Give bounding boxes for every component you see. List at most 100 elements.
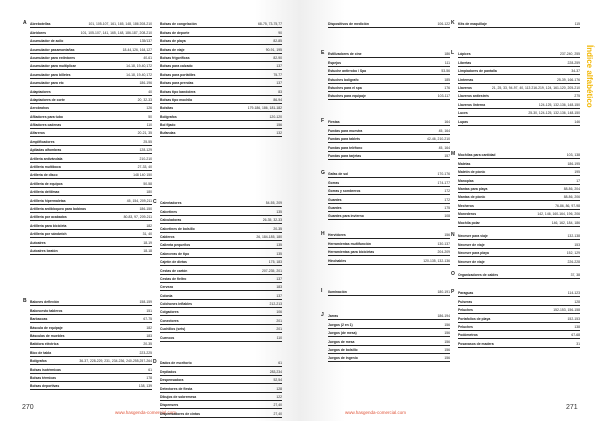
entry-term: Alfareros xyxy=(30,131,45,136)
entry-pages: 186-150 xyxy=(139,206,152,211)
entry-term: Artillería para bicicleta xyxy=(30,223,67,228)
entry-term: Dados de escritorio xyxy=(160,361,192,366)
entry-term: Baloncesto tableros xyxy=(30,308,63,313)
entry-term: Estuches para equipaje xyxy=(328,94,366,99)
entry-term: Limpiadores de pantalla xyxy=(458,69,497,74)
index-entry: Afiladores para tubo 50 xyxy=(30,112,152,121)
entry-pages: 201 xyxy=(276,327,282,332)
entry-term: Estilizadores de cine xyxy=(328,52,362,57)
entry-pages: 212-213 xyxy=(269,302,282,307)
entry-term: Autoaires beatón xyxy=(30,248,58,253)
website-url[interactable]: www.hasgenda-comercial.com xyxy=(345,410,407,415)
index-entry: Adaptadores de corte 20, 32-33 xyxy=(30,96,152,104)
entry-pages: 86-94 xyxy=(273,97,282,102)
entry-pages: 156 xyxy=(444,331,450,336)
entry-pages: 128 xyxy=(574,299,580,304)
entry-pages: 61 xyxy=(278,361,282,366)
section-letter: A xyxy=(23,20,27,26)
index-entry: Guantes 172 xyxy=(328,195,450,204)
entry-pages: 138, 139 xyxy=(138,384,152,389)
entry-term: Linternas xyxy=(458,77,474,82)
entry-term: Iluminación xyxy=(328,290,347,295)
entry-pages: 156 xyxy=(444,356,450,361)
entry-term: Juegos de bolsillo xyxy=(328,347,358,352)
index-entry: Acumulador para multiplicar 14-18, 19-40,… xyxy=(30,62,152,71)
entry-term: Neceser de viaje xyxy=(458,242,485,247)
index-entry: Bolsas para calzado 137 xyxy=(160,62,282,71)
entry-term: Cajetín de dietas xyxy=(160,260,187,265)
entry-term: Organizadores de cables xyxy=(458,273,499,278)
entry-term: Acumulador de acilo xyxy=(30,39,64,44)
index-entry: Mecheros 76-86, 86, 97-98 xyxy=(458,201,580,210)
entry-pages: 172 xyxy=(444,197,450,202)
index-entry: Acumulador para billetes 14-18, 19-40,172 xyxy=(30,70,152,79)
index-entry: Acumulador de acilo 135/137 xyxy=(30,37,152,46)
entry-pages: 182 xyxy=(146,223,152,228)
entry-pages: 170-176 xyxy=(437,172,450,177)
index-entry: Mantas para playa 88-86, 204 xyxy=(458,185,580,193)
entry-pages: 61 xyxy=(148,367,152,372)
entry-term: Juegos de mesa xyxy=(328,339,355,344)
entry-term: Lápices xyxy=(458,52,471,57)
index-entry: Juegos (de mesa) 156 xyxy=(328,329,450,338)
entry-pages: 228-259 xyxy=(567,60,580,65)
entry-term: Bolsas frigoríficas xyxy=(160,55,190,60)
entry-pages: 182 xyxy=(146,325,152,330)
entry-term: Bolsas para calzado xyxy=(160,64,193,69)
entry-pages: 18-44,126, 164,127 xyxy=(122,47,152,52)
entry-term: Artillería hipermaletas xyxy=(30,198,66,203)
index-entry: Juegos de bolsillo 156 xyxy=(328,346,450,354)
index-entry: Bolígrafos 36-37, 228-229, 231, 234-236, … xyxy=(30,357,152,366)
entry-term: Peluches xyxy=(458,324,473,329)
entry-pages: 114-123 xyxy=(567,291,580,296)
entry-pages: 45, 164 xyxy=(438,128,450,133)
entry-pages: 146, 162, 184, 186 xyxy=(551,220,580,225)
index-entry: Estuches bolígrafo 185 xyxy=(328,75,450,84)
entry-term: Cerveza xyxy=(160,285,174,290)
index-entry: Maletín de pícnic 195 xyxy=(458,168,580,177)
entry-pages: 27-33, 40 xyxy=(137,165,152,170)
entry-term: Cestas de cartón xyxy=(160,268,188,273)
index-entry: Colgadores 106 xyxy=(160,308,282,317)
index-entry: Kits de maquillaje 115 xyxy=(458,20,580,29)
entry-term: Calienta pequeños xyxy=(160,243,191,248)
entry-pages: 40 xyxy=(148,89,152,94)
entry-term: Autoaires xyxy=(30,240,46,245)
index-entry: Barbacoas 67-75 xyxy=(30,315,152,324)
index-section: B Balones deflexión 158-159 Baloncesto tabl… xyxy=(23,298,152,391)
index-entry: Bolsas frigoríficas 82-90 xyxy=(160,54,282,62)
entry-term: Adaptadores xyxy=(30,89,51,94)
entry-term: Colgadores xyxy=(160,310,179,315)
entry-term: Portafolios de playa xyxy=(458,316,491,321)
index-section: Bolsas de congelación 68-75, 73-75,77 Bols… xyxy=(160,20,282,138)
index-entry: Autoaires 18-19 xyxy=(30,238,152,247)
section-letter: P xyxy=(451,289,455,295)
entry-pages: 82-90 xyxy=(273,55,282,60)
index-entry: Bolsas deportivas 138, 139 xyxy=(30,382,152,391)
entry-pages: 31, 40 xyxy=(142,232,152,237)
index-entry: Herramientas para bicicletas 204-209 xyxy=(328,248,450,257)
index-entry: Depilados 283,234 xyxy=(160,367,282,376)
entry-term: Bolsitas xyxy=(160,106,174,111)
entry-pages: 151 xyxy=(146,308,152,313)
index-entry: Llaveros 21, 25, 33, 94-97, 40, 113 216-2… xyxy=(458,84,580,92)
entry-pages: 111 xyxy=(444,60,450,65)
entry-pages: 164 xyxy=(444,120,450,125)
entry-pages: 156 xyxy=(444,233,450,238)
index-entry: Artillería antibloqueo para bobinas 186-1… xyxy=(30,205,152,213)
entry-term: Fundas para tablets xyxy=(328,137,361,142)
entry-term: Mochila polar xyxy=(458,220,480,225)
entry-pages: 52,54 xyxy=(273,378,283,383)
website-url[interactable]: www.hasgenda-comercial.com xyxy=(115,410,177,415)
entry-pages: 135/137 xyxy=(139,39,152,44)
entry-term: Mecheros xyxy=(458,203,474,208)
index-entry: Adaptadores 40 xyxy=(30,87,152,96)
index-entry: Bloc de tabla 223-225 xyxy=(30,348,152,357)
entry-pages: 130-137 xyxy=(437,241,450,246)
entry-pages: 132-138 xyxy=(567,234,580,239)
index-entry: Juegos de ingenio 156 xyxy=(328,354,450,363)
index-entry: Básculas de muebles 183 xyxy=(30,332,152,340)
entry-pages: 25-30, 124-125, 132-136, 148-150 xyxy=(528,111,580,116)
entry-term: Manoplas xyxy=(458,178,474,183)
index-entry: Bolsas para prendas 137 xyxy=(160,79,282,88)
